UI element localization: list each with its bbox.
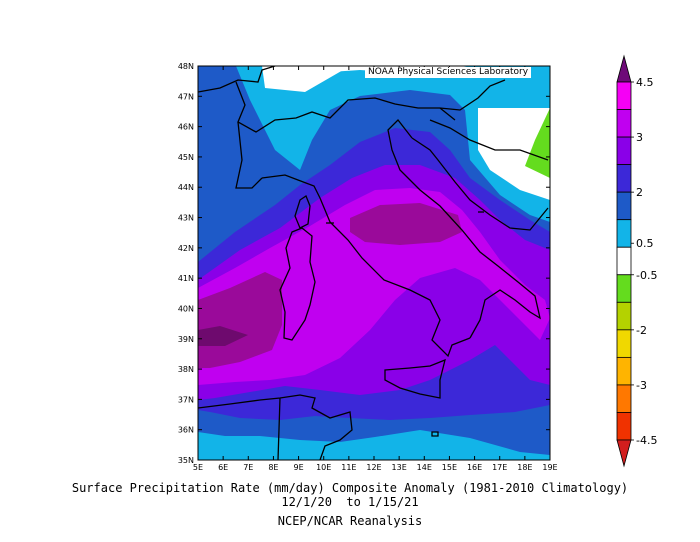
colorbar-label: -4.5: [636, 434, 657, 447]
lat-tick-label: 42N: [178, 244, 194, 253]
caption-dates: 12/1/20 to 1/15/21: [281, 495, 419, 509]
lat-tick-label: 40N: [178, 304, 194, 313]
france-italy-border: [235, 121, 263, 189]
lon-tick-label: 15E: [442, 463, 457, 472]
sardinia: [279, 227, 316, 341]
lon-tick-label: 18E: [517, 463, 532, 472]
colorbar-label: -0.5: [636, 269, 657, 282]
lat-tick-label: 43N: [178, 214, 194, 223]
lat-tick-label: 44N: [178, 183, 194, 192]
colorbar-segment: [616, 109, 632, 138]
lon-tick-label: 5E: [193, 463, 203, 472]
caption-source: NCEP/NCAR Reanalysis: [277, 514, 423, 528]
colorbar-segment: [616, 356, 632, 386]
malta: [431, 431, 439, 437]
colorbar-segment: [616, 246, 632, 276]
colorbar-segment: [616, 274, 632, 303]
colorbar-label: 3: [636, 131, 643, 144]
corsica: [294, 195, 311, 229]
colorbar-label: -2: [636, 324, 647, 337]
lat-tick-label: 39N: [178, 335, 194, 344]
contour-zero-patch-north: [262, 66, 350, 92]
lat-tick-label: 45N: [178, 153, 194, 162]
lat-tick-label: 41N: [178, 274, 194, 283]
sicily: [384, 358, 446, 399]
contour-6: [198, 326, 248, 346]
latitude-axis: 48N 47N 46N 45N 44N 43N 42N 41N 40N 39N 38N 37N 36N 3…: [178, 62, 550, 465]
lon-tick-label: 7E: [243, 463, 253, 472]
alps-border: [198, 66, 506, 133]
lat-tick-label: 48N: [178, 62, 194, 71]
colorbar-label: -3: [636, 379, 647, 392]
colorbar-label: 4.5: [636, 76, 654, 89]
lon-tick-label: 13E: [392, 463, 407, 472]
contour-4: [198, 188, 550, 385]
lon-tick-label: 10E: [316, 463, 331, 472]
colorbar-label: 2: [636, 186, 643, 199]
colorbar-segment: [616, 81, 632, 110]
contour-negative: [525, 108, 550, 178]
lat-tick-label: 47N: [178, 92, 194, 101]
longitude-axis: 5E 6E 7E 8E 9E 10E 11E 12E 13E 14E 15E 16E 17E 18E 19E: [193, 66, 558, 472]
north-africa: [198, 394, 353, 460]
colorbar-segment: [616, 219, 632, 248]
italy-east-coast: [387, 119, 541, 339]
lon-tick-label: 12E: [366, 463, 381, 472]
colorbar-segment: [616, 191, 632, 221]
colorbar: 4.5 3 2 0.5 -0.5 -2 -3 -4.5: [616, 54, 657, 468]
colorbar-segment: [616, 384, 632, 413]
lon-tick-label: 16E: [467, 463, 482, 472]
credit-label: NOAA Physical Sciences Laboratory: [365, 67, 532, 78]
lat-tick-label: 35N: [178, 456, 194, 465]
coastlines: [198, 66, 549, 460]
lon-tick-label: 11E: [341, 463, 356, 472]
lat-tick-label: 37N: [178, 395, 194, 404]
colorbar-segment: [616, 164, 632, 193]
colorbar-segment: [616, 412, 632, 441]
lon-tick-label: 9E: [293, 463, 303, 472]
colorbar-label: 0.5: [636, 237, 654, 250]
colorbar-segment: [616, 301, 632, 331]
colorbar-top-arrow: [616, 54, 632, 83]
colorbar-segment: [616, 136, 632, 166]
lat-tick-label: 36N: [178, 426, 194, 435]
balkan-coast: [411, 107, 549, 231]
contour-zero-patch-east: [478, 108, 550, 200]
colorbar-segment: [616, 329, 632, 358]
lon-tick-label: 19E: [542, 463, 557, 472]
lat-tick-label: 46N: [178, 123, 194, 132]
caption-title: Surface Precipitation Rate (mm/day) Comp…: [71, 481, 629, 495]
lon-tick-label: 14E: [417, 463, 432, 472]
italy-west-coast: [261, 174, 471, 358]
lon-tick-label: 17E: [492, 463, 507, 472]
contour-5b: [350, 203, 462, 245]
colorbar-bottom-arrow: [616, 439, 632, 468]
lon-tick-label: 8E: [268, 463, 278, 472]
lon-tick-label: 6E: [218, 463, 228, 472]
lat-tick-label: 38N: [178, 365, 194, 374]
